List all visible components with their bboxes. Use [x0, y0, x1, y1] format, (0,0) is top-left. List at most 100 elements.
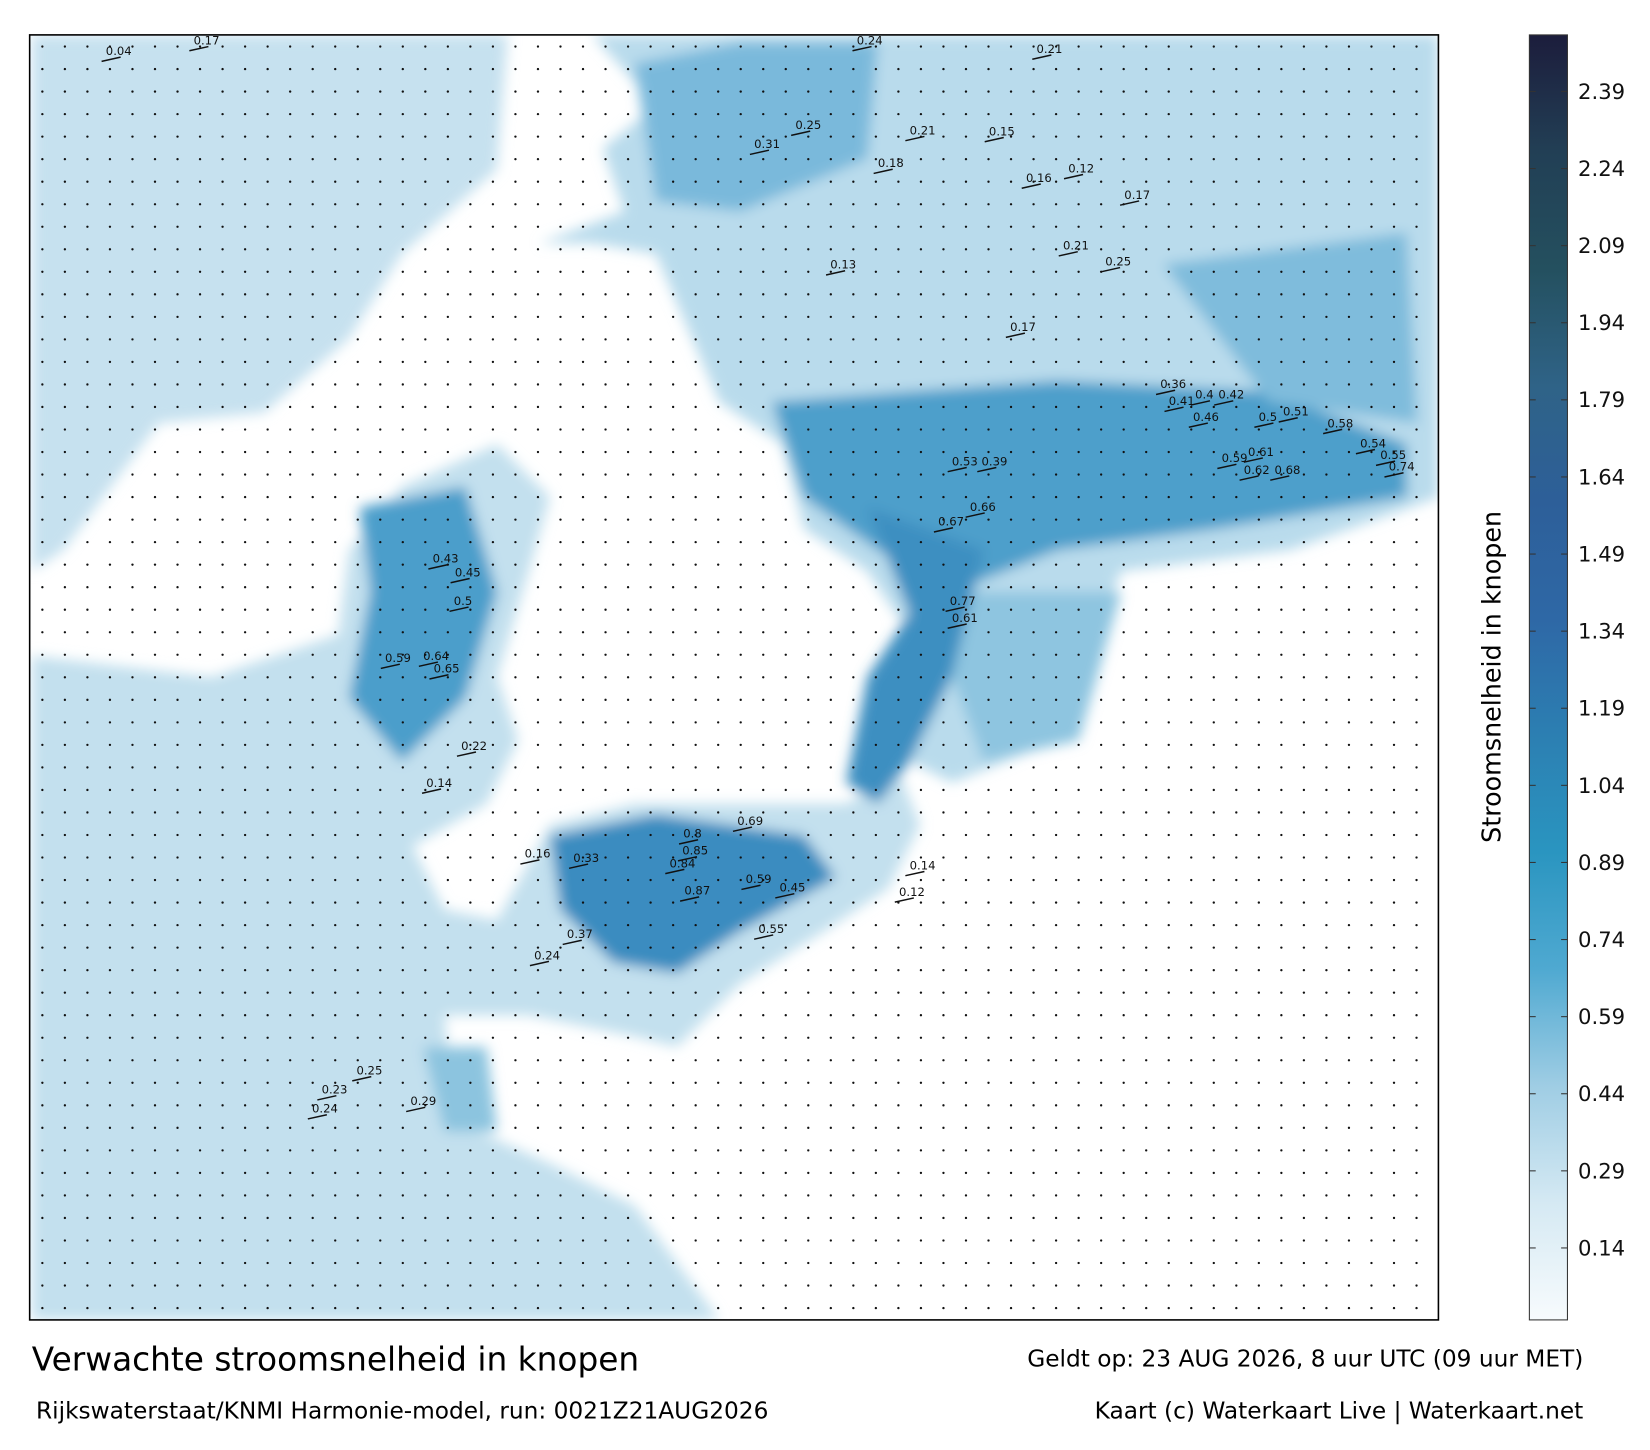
- grid-dot: [559, 788, 562, 792]
- grid-dot: [784, 1284, 787, 1287]
- grid-dot: [153, 1104, 157, 1107]
- grid-dot: [1054, 833, 1058, 837]
- grid-dot: [874, 315, 878, 319]
- grid-dot: [1009, 721, 1013, 724]
- grid-dot: [176, 67, 179, 71]
- grid-dot: [176, 293, 179, 296]
- grid-dot: [919, 1059, 923, 1062]
- grid-dot: [897, 856, 900, 859]
- grid-dot: [1325, 158, 1328, 161]
- grid-dot: [1302, 67, 1306, 71]
- grid-dot: [1032, 946, 1035, 949]
- grid-dot: [1347, 67, 1351, 71]
- grid-dot: [469, 270, 472, 273]
- grid-dot: [784, 946, 787, 949]
- grid-dot: [559, 901, 562, 904]
- grid-dot: [1415, 360, 1418, 364]
- grid-dot: [649, 698, 652, 701]
- grid-dot: [356, 901, 359, 904]
- current-label: 0.31: [754, 137, 780, 151]
- grid-dot: [379, 676, 382, 679]
- grid-dot: [649, 405, 652, 409]
- grid-dot: [874, 743, 878, 747]
- grid-dot: [41, 721, 44, 724]
- grid-dot: [1099, 1306, 1103, 1310]
- grid-dot: [108, 811, 112, 814]
- grid-dot: [1077, 428, 1080, 431]
- grid-dot: [559, 405, 562, 409]
- grid-dot: [874, 698, 878, 701]
- grid-dot: [108, 495, 112, 499]
- grid-dot: [266, 360, 269, 364]
- grid-dot: [176, 1126, 179, 1130]
- grid-dot: [131, 90, 134, 93]
- grid-dot: [964, 45, 968, 48]
- grid-dot: [694, 450, 697, 454]
- grid-dot: [266, 90, 269, 93]
- grid-dot: [334, 608, 337, 611]
- grid-dot: [717, 315, 720, 319]
- grid-dot: [1099, 112, 1103, 116]
- grid-dot: [334, 180, 337, 183]
- grid-dot: [1122, 1081, 1125, 1084]
- grid-dot: [63, 1081, 67, 1084]
- grid-dot: [1122, 901, 1125, 904]
- grid-dot: [424, 67, 427, 71]
- grid-dot: [987, 1059, 990, 1062]
- grid-dot: [1280, 991, 1283, 994]
- grid-dot: [131, 631, 134, 634]
- grid-dot: [63, 1194, 67, 1197]
- grid-dot: [762, 608, 765, 611]
- grid-dot: [108, 1171, 112, 1175]
- current-label: 0.55: [1380, 448, 1406, 462]
- grid-dot: [198, 631, 202, 634]
- grid-dot: [131, 1081, 134, 1084]
- grid-dot: [153, 1216, 157, 1220]
- grid-dot: [897, 45, 900, 48]
- grid-dot: [1257, 338, 1260, 341]
- grid-dot: [266, 968, 269, 972]
- grid-dot: [1077, 1036, 1080, 1039]
- grid-dot: [356, 1216, 359, 1220]
- grid-dot: [491, 473, 495, 476]
- grid-dot: [469, 1149, 472, 1152]
- current-label: 0.24: [857, 33, 883, 47]
- grid-dot: [1167, 608, 1170, 611]
- grid-dot: [1212, 856, 1215, 859]
- grid-dot: [671, 1194, 675, 1197]
- grid-dot: [221, 315, 224, 319]
- grid-dot: [198, 270, 202, 273]
- grid-dot: [942, 112, 945, 116]
- grid-dot: [536, 788, 540, 792]
- grid-dot: [424, 1194, 427, 1197]
- grid-dot: [1302, 315, 1306, 319]
- grid-dot: [784, 968, 787, 972]
- grid-dot: [379, 203, 382, 206]
- grid-dot: [987, 180, 990, 183]
- grid-dot: [964, 473, 968, 476]
- grid-dot: [379, 450, 382, 454]
- grid-dot: [1167, 968, 1170, 972]
- grid-dot: [1415, 180, 1418, 183]
- grid-dot: [446, 405, 450, 409]
- grid-dot: [1325, 495, 1328, 499]
- grid-dot: [198, 608, 202, 611]
- grid-dot: [1235, 45, 1238, 48]
- grid-dot: [243, 315, 247, 319]
- grid-dot: [1167, 856, 1170, 859]
- grid-dot: [1212, 518, 1215, 521]
- grid-dot: [131, 383, 134, 386]
- grid-dot: [1280, 901, 1283, 904]
- grid-dot: [1032, 1059, 1035, 1062]
- grid-dot: [807, 833, 810, 837]
- current-label: 0.17: [1124, 188, 1150, 202]
- grid-dot: [1347, 563, 1351, 566]
- grid-dot: [649, 473, 652, 476]
- colorbar-tick-label: 1.19: [1578, 696, 1625, 721]
- grid-dot: [63, 1104, 67, 1107]
- current-arrow: [1217, 463, 1237, 470]
- grid-dot: [1257, 112, 1260, 116]
- grid-dot: [514, 1059, 517, 1062]
- grid-dot: [1235, 788, 1238, 792]
- grid-dot: [852, 270, 855, 273]
